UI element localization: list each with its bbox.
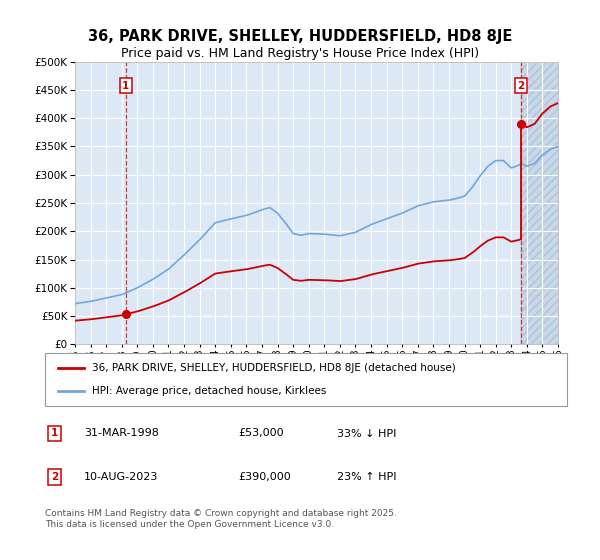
Text: 36, PARK DRIVE, SHELLEY, HUDDERSFIELD, HD8 8JE: 36, PARK DRIVE, SHELLEY, HUDDERSFIELD, H…: [88, 29, 512, 44]
Polygon shape: [521, 62, 558, 344]
Text: HPI: Average price, detached house, Kirklees: HPI: Average price, detached house, Kirk…: [92, 386, 326, 396]
Text: 1: 1: [51, 428, 58, 438]
Text: 31-MAR-1998: 31-MAR-1998: [84, 428, 159, 438]
Text: 1: 1: [122, 81, 129, 91]
FancyBboxPatch shape: [45, 353, 567, 406]
Text: Contains HM Land Registry data © Crown copyright and database right 2025.
This d: Contains HM Land Registry data © Crown c…: [45, 509, 397, 529]
Text: 10-AUG-2023: 10-AUG-2023: [84, 472, 158, 482]
Text: 33% ↓ HPI: 33% ↓ HPI: [337, 428, 397, 438]
Text: 36, PARK DRIVE, SHELLEY, HUDDERSFIELD, HD8 8JE (detached house): 36, PARK DRIVE, SHELLEY, HUDDERSFIELD, H…: [92, 363, 456, 373]
Text: £53,000: £53,000: [238, 428, 284, 438]
Text: 2: 2: [517, 81, 524, 91]
Text: 2: 2: [51, 472, 58, 482]
Text: 23% ↑ HPI: 23% ↑ HPI: [337, 472, 397, 482]
Text: Price paid vs. HM Land Registry's House Price Index (HPI): Price paid vs. HM Land Registry's House …: [121, 46, 479, 60]
Text: £390,000: £390,000: [238, 472, 291, 482]
